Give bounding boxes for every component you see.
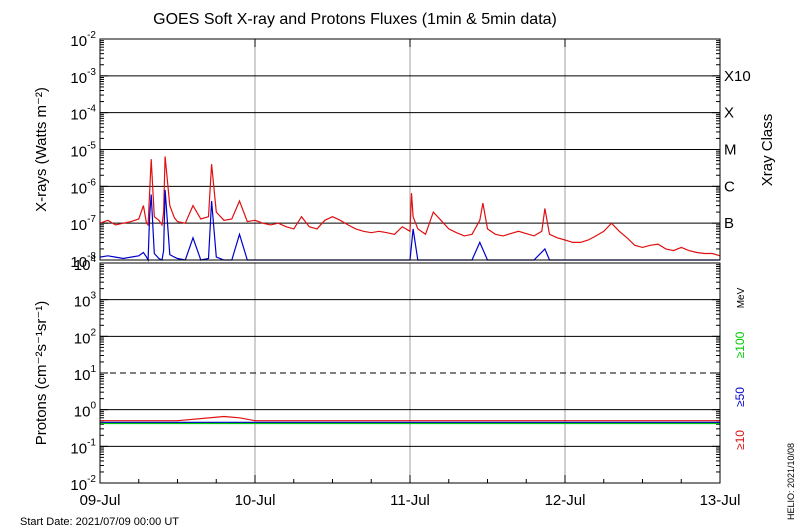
proton-panel: 10-2 10-1 100 101 102 103 104 Protons (cm⁻²s⁻¹s… bbox=[33, 254, 747, 494]
x-tick-label: 13-Jul bbox=[700, 492, 741, 509]
y-tick-label: 10-7 bbox=[70, 214, 96, 234]
y-tick-label: 100 bbox=[74, 401, 97, 421]
y-tick-label: 10-3 bbox=[70, 67, 96, 87]
x-tick-label: 11-Jul bbox=[390, 492, 430, 509]
series-line bbox=[99, 156, 721, 257]
y-tick-label: 10-1 bbox=[70, 437, 96, 457]
y-tick-label: 10-5 bbox=[70, 141, 96, 161]
y-tick-label: 102 bbox=[74, 327, 97, 347]
xray-panel: 10-8 10-7 10-6 10-5 10-4 10-3 10-2 X-rays (Watt… bbox=[33, 30, 776, 271]
mev-unit-label: MeV bbox=[736, 287, 747, 308]
x-tick-label: 10-Jul bbox=[235, 492, 276, 509]
legend-entry: ≥50 bbox=[733, 387, 747, 407]
start-date-label: Start Date: 2021/07/09 00:00 UT bbox=[20, 516, 179, 528]
x-tick-label: 12-Jul bbox=[545, 492, 586, 509]
series-line bbox=[100, 415, 720, 422]
y-tick-label: 10-2 bbox=[70, 30, 96, 50]
legend-entry: ≥100 bbox=[733, 331, 747, 358]
y-tick-label: 10-4 bbox=[70, 104, 96, 124]
xray-class-label: X10 bbox=[724, 68, 751, 85]
y-axis-label: Protons (cm⁻²s⁻¹sr⁻¹) bbox=[33, 301, 50, 446]
x-tick-label: 09-Jul bbox=[80, 492, 121, 509]
y-tick-label: 103 bbox=[74, 291, 97, 311]
y-tick-label: 10-2 bbox=[70, 474, 96, 494]
xray-class-label: C bbox=[724, 178, 735, 195]
xray-class-label: B bbox=[724, 215, 734, 232]
xray-class-label: M bbox=[724, 142, 737, 159]
y-tick-label: 101 bbox=[74, 364, 97, 384]
y-tick-label: 10-6 bbox=[70, 177, 96, 197]
credit-label: HELIO: 2021/10/08 bbox=[786, 443, 796, 520]
xray-class-label: X bbox=[724, 105, 734, 122]
y-tick-label: 104 bbox=[74, 254, 97, 274]
chart-title: GOES Soft X-ray and Protons Fluxes (1min… bbox=[153, 11, 557, 28]
x-axis: 09-Jul 10-Jul 11-Jul 12-Jul 13-Jul bbox=[80, 39, 741, 509]
y-axis-label: X-rays (Watts m⁻²) bbox=[33, 87, 50, 212]
y-tick-label: 10-8 bbox=[70, 251, 96, 271]
xray-class-title: Xray Class bbox=[759, 114, 776, 187]
legend-entry: ≥10 bbox=[733, 430, 747, 450]
